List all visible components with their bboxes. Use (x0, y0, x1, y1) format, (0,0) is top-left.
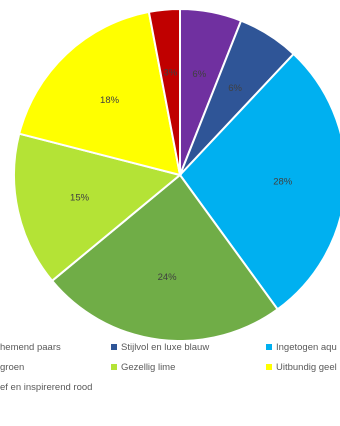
pie-chart: 6% 6% 28% 24% 15% 18% 3% (13, 7, 340, 342)
legend-label-0: hemend paars (0, 342, 61, 353)
pie-data-label-4: 15% (70, 192, 90, 203)
legend-item-2: Ingetogen aqu (266, 340, 337, 356)
legend-label-6: ef en inspirerend rood (0, 382, 93, 393)
pie-slice-6 (147, 7, 181, 176)
legend-item-0: hemend paars (0, 340, 61, 356)
pie-slice-2 (178, 52, 340, 311)
chart-legend: hemend paars Stijlvol en luxe blauw Ingeto… (0, 336, 340, 426)
pie-data-label-5: 18% (100, 95, 120, 106)
legend-item-4: Gezellig lime (111, 360, 175, 376)
legend-label-3: groen (0, 362, 25, 373)
legend-label-2: Ingetogen aqu (276, 342, 337, 353)
legend-swatch-5 (266, 364, 272, 370)
legend-item-3: groen (0, 360, 24, 376)
pie-chart-svg: 6% 6% 28% 24% 15% 18% 3% (13, 7, 340, 342)
legend-swatch-1 (111, 344, 117, 350)
pie-slice-5 (17, 10, 182, 177)
pie-data-label-0: 6% (192, 69, 206, 80)
pie-data-label-2: 28% (273, 176, 293, 187)
legend-label-4: Gezellig lime (121, 362, 176, 373)
legend-label-5: Uitbundig geel (276, 362, 337, 373)
legend-item-1: Stijlvol en luxe blauw (111, 340, 209, 356)
pie-slice-4 (13, 132, 183, 283)
legend-swatch-4 (111, 364, 117, 370)
pie-data-label-6: 3% (163, 68, 177, 79)
legend-swatch-2 (266, 344, 272, 350)
legend-label-1: Stijlvol en luxe blauw (121, 342, 210, 353)
legend-item-5: Uitbundig geel (266, 360, 337, 376)
pie-data-label-3: 24% (158, 272, 178, 283)
pie-data-label-1: 6% (228, 83, 242, 94)
legend-item-6: ef en inspirerend rood (0, 380, 92, 396)
pie-slice-3 (50, 173, 279, 342)
